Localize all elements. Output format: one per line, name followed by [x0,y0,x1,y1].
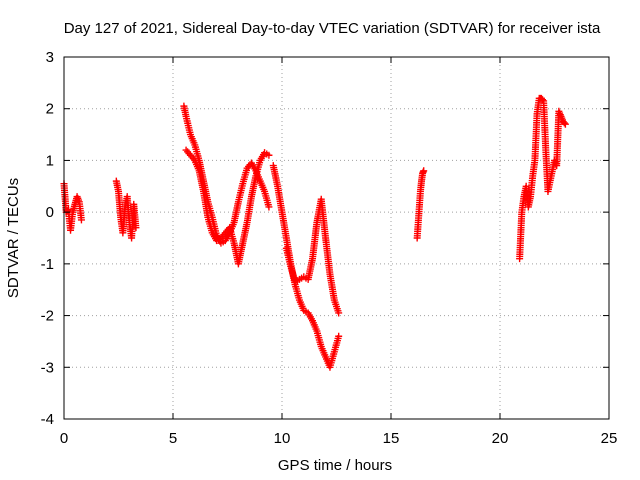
data-point-marker [63,207,71,215]
chart-title: Day 127 of 2021, Sidereal Day-to-day VTE… [64,20,601,37]
y-tick-label: 2 [46,101,54,118]
y-tick-label: -4 [41,411,54,428]
plot-frame [63,56,610,420]
grid [64,57,609,419]
data-point-marker [132,224,140,232]
y-tick-label: 0 [46,204,54,221]
x-axis-label: GPS time / hours [278,457,392,474]
y-tick-label: -2 [41,308,54,325]
data-point-marker [560,119,568,127]
x-tick-label: 0 [60,430,68,447]
x-tick-label: 15 [383,430,400,447]
data-points [60,94,569,371]
y-tick-label: 3 [46,49,54,66]
y-axis-label: SDTVAR / TECUs [5,178,22,298]
x-tick-label: 25 [601,430,618,447]
y-tick-label: -3 [41,359,54,376]
data-point-marker [420,167,428,175]
y-tick-label: 1 [46,152,54,169]
data-point-marker [335,332,343,340]
x-tick-label: 5 [169,430,177,447]
data-point-marker [265,151,273,159]
x-tick-label: 20 [492,430,509,447]
x-tick-label: 10 [274,430,291,447]
data-point-marker [335,309,343,317]
axis-ticks: 0 5 10 15 20 25 -4 -3 -2 -1 0 1 2 3 [41,49,618,447]
y-tick-label: -1 [41,256,54,273]
data-point-marker [77,216,85,224]
data-point-marker [561,120,569,128]
data-point-marker [265,203,273,211]
data-point-marker [539,96,547,104]
